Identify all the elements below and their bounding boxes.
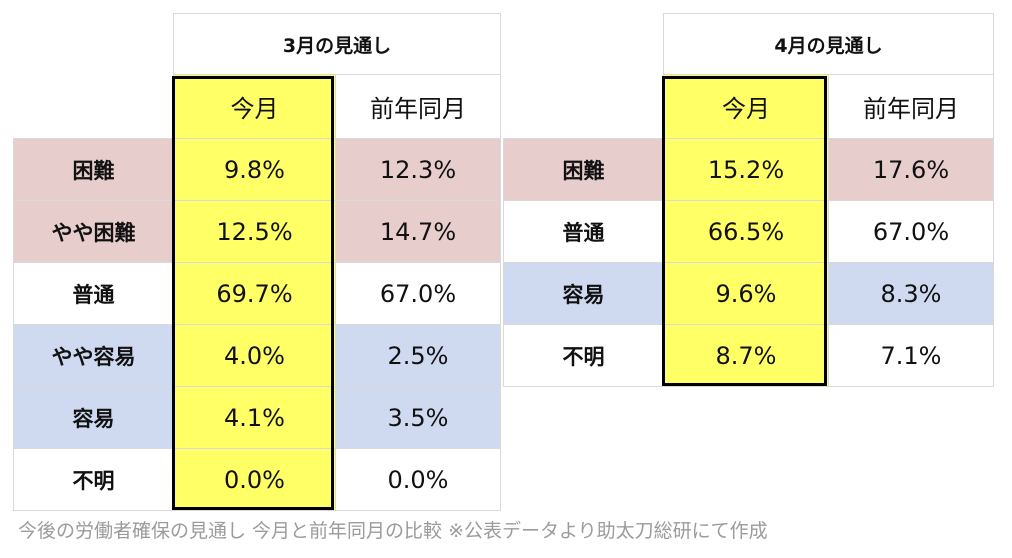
value-current: 15.2%	[663, 138, 829, 201]
col-header-prev-year: 前年同月	[335, 74, 501, 139]
row-label: 容易	[503, 262, 664, 325]
row-label: 不明	[503, 324, 664, 387]
april-title: 4月の見通し	[663, 13, 994, 75]
row-label: 普通	[503, 200, 664, 263]
row-label: 困難	[13, 138, 174, 201]
value-current: 4.1%	[173, 386, 336, 449]
table-row: 普通 69.7% 67.0%	[13, 262, 501, 325]
table-row: やや困難 12.5% 14.7%	[13, 200, 501, 263]
march-title: 3月の見通し	[173, 13, 501, 75]
value-prev-year: 14.7%	[335, 200, 501, 263]
row-label: 不明	[13, 448, 174, 511]
april-outlook-table: 4月の見通し 今月 前年同月 困難 15.2% 17.6% 普通 66.5% 6…	[503, 13, 994, 387]
value-current: 9.6%	[663, 262, 829, 325]
table-row: 容易 9.6% 8.3%	[503, 262, 994, 325]
row-label: 容易	[13, 386, 174, 449]
table-row: 困難 9.8% 12.3%	[13, 138, 501, 201]
value-prev-year: 67.0%	[335, 262, 501, 325]
source-caption: 今後の労働者確保の見通し 今月と前年同月の比較 ※公表データより助太刀総研にて作…	[18, 520, 768, 542]
value-prev-year: 67.0%	[828, 200, 994, 263]
value-prev-year: 3.5%	[335, 386, 501, 449]
value-prev-year: 0.0%	[335, 448, 501, 511]
table-row: 不明 0.0% 0.0%	[13, 448, 501, 511]
value-prev-year: 12.3%	[335, 138, 501, 201]
corner-cell	[503, 13, 664, 139]
value-current: 9.8%	[173, 138, 336, 201]
col-header-prev-year: 前年同月	[828, 74, 994, 139]
value-current: 0.0%	[173, 448, 336, 511]
corner-cell	[13, 13, 174, 139]
table-row: やや容易 4.0% 2.5%	[13, 324, 501, 387]
row-label: 普通	[13, 262, 174, 325]
value-prev-year: 7.1%	[828, 324, 994, 387]
table-row: 容易 4.1% 3.5%	[13, 386, 501, 449]
value-current: 12.5%	[173, 200, 336, 263]
row-label: 困難	[503, 138, 664, 201]
value-current: 8.7%	[663, 324, 829, 387]
table-row: 困難 15.2% 17.6%	[503, 138, 994, 201]
col-header-current: 今月	[173, 74, 336, 139]
table-row: 不明 8.7% 7.1%	[503, 324, 994, 387]
value-current: 69.7%	[173, 262, 336, 325]
col-header-current: 今月	[663, 74, 829, 139]
row-label: やや困難	[13, 200, 174, 263]
value-prev-year: 17.6%	[828, 138, 994, 201]
value-prev-year: 8.3%	[828, 262, 994, 325]
row-label: やや容易	[13, 324, 174, 387]
value-prev-year: 2.5%	[335, 324, 501, 387]
table-row: 普通 66.5% 67.0%	[503, 200, 994, 263]
march-outlook-table: 3月の見通し 今月 前年同月 困難 9.8% 12.3% やや困難 12.5% …	[13, 13, 501, 511]
value-current: 4.0%	[173, 324, 336, 387]
value-current: 66.5%	[663, 200, 829, 263]
